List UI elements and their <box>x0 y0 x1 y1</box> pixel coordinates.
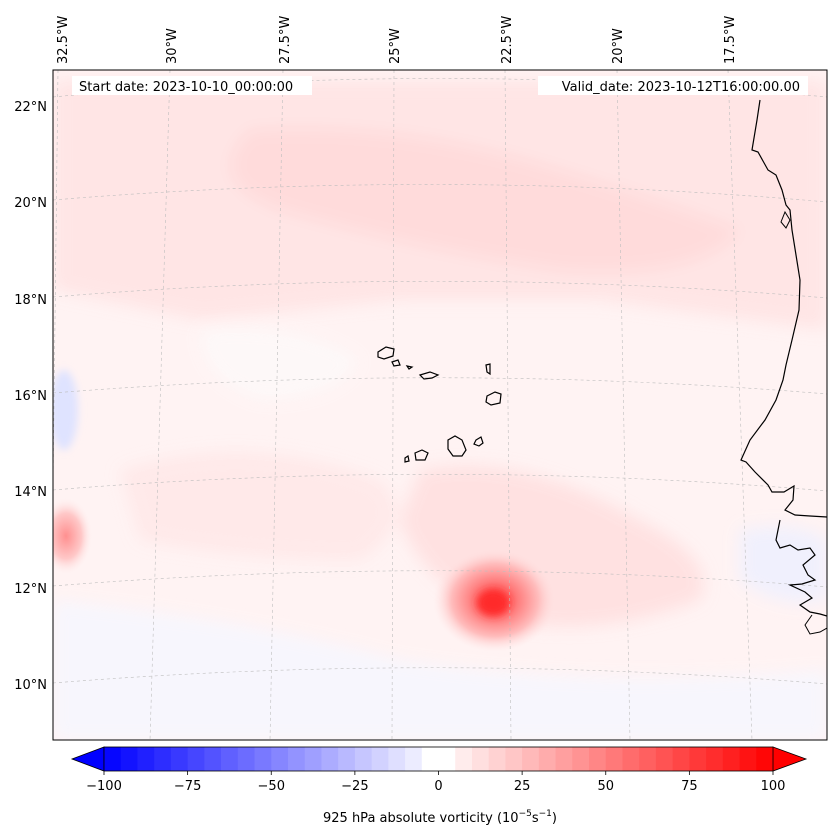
colorbar-swatch <box>622 747 640 771</box>
colorbar-swatch <box>405 747 423 771</box>
colorbar-ticks: −100 −75 −50 −25 0 25 50 75 100 <box>86 771 785 794</box>
colorbar-tick-label: −50 <box>258 779 285 794</box>
colorbar-tick-label: 0 <box>434 779 442 794</box>
colorbar-swatch <box>471 747 490 771</box>
west-edge-negative-vorticity <box>53 370 78 450</box>
colorbar-swatches <box>104 747 774 771</box>
lon-label: 17.5°W <box>723 16 738 64</box>
west-edge-positive-vorticity <box>53 498 92 574</box>
colorbar-swatch <box>154 747 172 771</box>
colorbar-swatch <box>488 747 506 771</box>
lon-label: 30°W <box>165 28 180 64</box>
colorbar-swatch <box>672 747 690 771</box>
colorbar-swatch <box>254 747 272 771</box>
lat-label: 20°N <box>14 196 47 211</box>
colorbar-swatch <box>204 747 222 771</box>
colorbar-swatch <box>354 747 373 771</box>
colorbar-tick-label: 25 <box>514 779 531 794</box>
colorbar-swatch <box>321 747 339 771</box>
colorbar-swatch <box>756 747 774 771</box>
colorbar-tick-label: 75 <box>681 779 698 794</box>
lat-label: 16°N <box>14 389 47 404</box>
colorbar-tick-label: −75 <box>174 779 201 794</box>
lat-label: 10°N <box>14 678 47 693</box>
colorbar-swatch <box>722 747 740 771</box>
colorbar: −100 −75 −50 −25 0 25 50 75 100 925 hPa absolute… <box>70 746 808 826</box>
lat-label: 18°N <box>14 293 47 308</box>
colorbar-swatch <box>137 747 155 771</box>
colorbar-swatch <box>572 747 590 771</box>
colorbar-swatch <box>589 747 607 771</box>
valid-date: Valid_date: 2023-10-12T16:00:00.00 <box>562 80 800 95</box>
vorticity-field <box>53 70 827 740</box>
colorbar-tick-label: 50 <box>597 779 614 794</box>
colorbar-swatch <box>388 747 406 771</box>
colorbar-swatch <box>221 747 239 771</box>
latitude-labels: 22°N 20°N 18°N 16°N 14°N 12°N 10°N <box>14 100 47 693</box>
lon-label: 27.5°W <box>278 16 293 64</box>
colorbar-tick-label: −25 <box>341 779 368 794</box>
colorbar-right-extension <box>772 746 808 772</box>
colorbar-swatch <box>371 747 389 771</box>
colorbar-swatch <box>538 747 556 771</box>
colorbar-swatch <box>237 747 255 771</box>
colorbar-swatch <box>706 747 724 771</box>
colorbar-swatch <box>522 747 540 771</box>
colorbar-swatch <box>421 747 439 771</box>
colorbar-swatch <box>505 747 523 771</box>
lat-label: 12°N <box>14 582 47 597</box>
map-frame <box>52 69 828 741</box>
lat-label: 14°N <box>14 485 47 500</box>
colorbar-swatch <box>555 747 573 771</box>
colorbar-swatch <box>689 747 707 771</box>
colorbar-swatch <box>338 747 356 771</box>
colorbar-left-extension <box>70 746 105 772</box>
start-date: Start date: 2023-10-10_00:00:00 <box>79 80 293 95</box>
start-date-box <box>72 76 312 95</box>
colorbar-swatch <box>104 747 122 771</box>
colorbar-swatch <box>304 747 322 771</box>
colorbar-tick-label: 100 <box>761 779 786 794</box>
colorbar-swatch <box>739 747 757 771</box>
lon-label: 25°W <box>388 28 403 64</box>
colorbar-swatch <box>170 747 189 771</box>
colorbar-swatch <box>455 747 473 771</box>
colorbar-swatch <box>271 747 289 771</box>
colorbar-swatch <box>655 747 674 771</box>
lon-label: 32.5°W <box>56 16 71 64</box>
colorbar-swatch <box>287 747 306 771</box>
colorbar-swatch <box>639 747 657 771</box>
colorbar-swatch <box>120 747 138 771</box>
cape-verde-islands <box>377 346 502 463</box>
lon-label: 20°W <box>611 28 626 64</box>
longitude-labels: 32.5°W 30°W 27.5°W 25°W 22.5°W 20°W 17.5… <box>56 16 738 64</box>
colorbar-label: 925 hPa absolute vorticity (10−5s−1) <box>323 809 557 826</box>
africa-coastline <box>740 99 827 518</box>
colorbar-swatch <box>438 747 456 771</box>
colorbar-swatch <box>605 747 623 771</box>
colorbar-swatch <box>187 747 205 771</box>
lon-label: 22.5°W <box>500 16 515 64</box>
valid-date-box <box>538 76 808 95</box>
lat-label: 22°N <box>14 100 47 115</box>
colorbar-tick-label: −100 <box>86 779 122 794</box>
